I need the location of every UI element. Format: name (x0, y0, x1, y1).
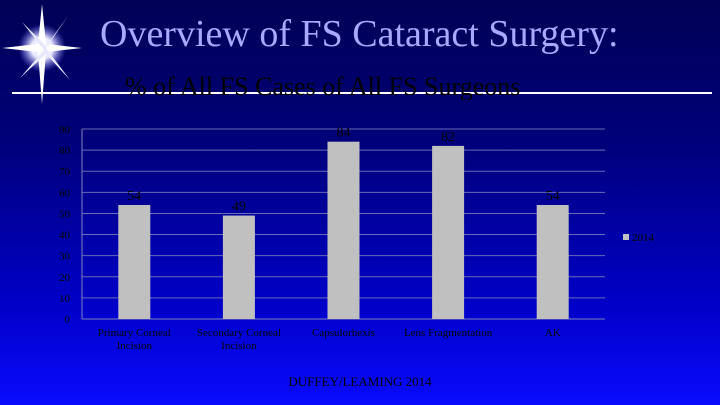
data-label: 54 (127, 189, 141, 204)
y-tick-label: 60 (59, 187, 71, 199)
y-tick-label: 80 (59, 145, 71, 157)
bar (432, 145, 465, 319)
slide-subtitle: % of All FS Cases of All FS Surgeons (125, 72, 521, 100)
x-tick-label: Primary Corneal (98, 327, 171, 339)
bar (222, 215, 255, 319)
y-tick-label: 90 (59, 124, 71, 136)
y-tick-label: 30 (59, 251, 71, 263)
y-tick-label: 40 (59, 230, 71, 242)
legend-label: 2014 (632, 232, 655, 244)
x-tick-label: AK (545, 327, 561, 339)
y-tick-label: 0 (65, 314, 71, 326)
x-tick-label: Incision (221, 340, 257, 352)
x-tick-label: Capsulorhexis (312, 327, 375, 339)
bar (536, 205, 569, 319)
y-tick-label: 20 (59, 272, 71, 284)
data-label: 82 (441, 130, 455, 145)
slide-title: Overview of FS Cataract Surgery: (100, 13, 619, 55)
data-label: 84 (337, 126, 351, 141)
legend-swatch (623, 234, 629, 240)
y-tick-label: 50 (59, 208, 71, 220)
star-logo-icon (2, 4, 82, 104)
data-label: 54 (546, 189, 560, 204)
y-tick-label: 70 (59, 166, 71, 178)
title-divider (12, 92, 712, 94)
bar (118, 205, 151, 319)
data-label: 49 (232, 200, 246, 215)
footer-credit: DUFFEY/LEAMING 2014 (288, 374, 432, 389)
x-tick-label: Secondary Corneal (197, 327, 281, 339)
bar (327, 141, 360, 319)
y-tick-label: 10 (59, 293, 71, 305)
x-tick-label: Lens Fragmentation (404, 327, 493, 339)
x-tick-label: Incision (117, 340, 153, 352)
